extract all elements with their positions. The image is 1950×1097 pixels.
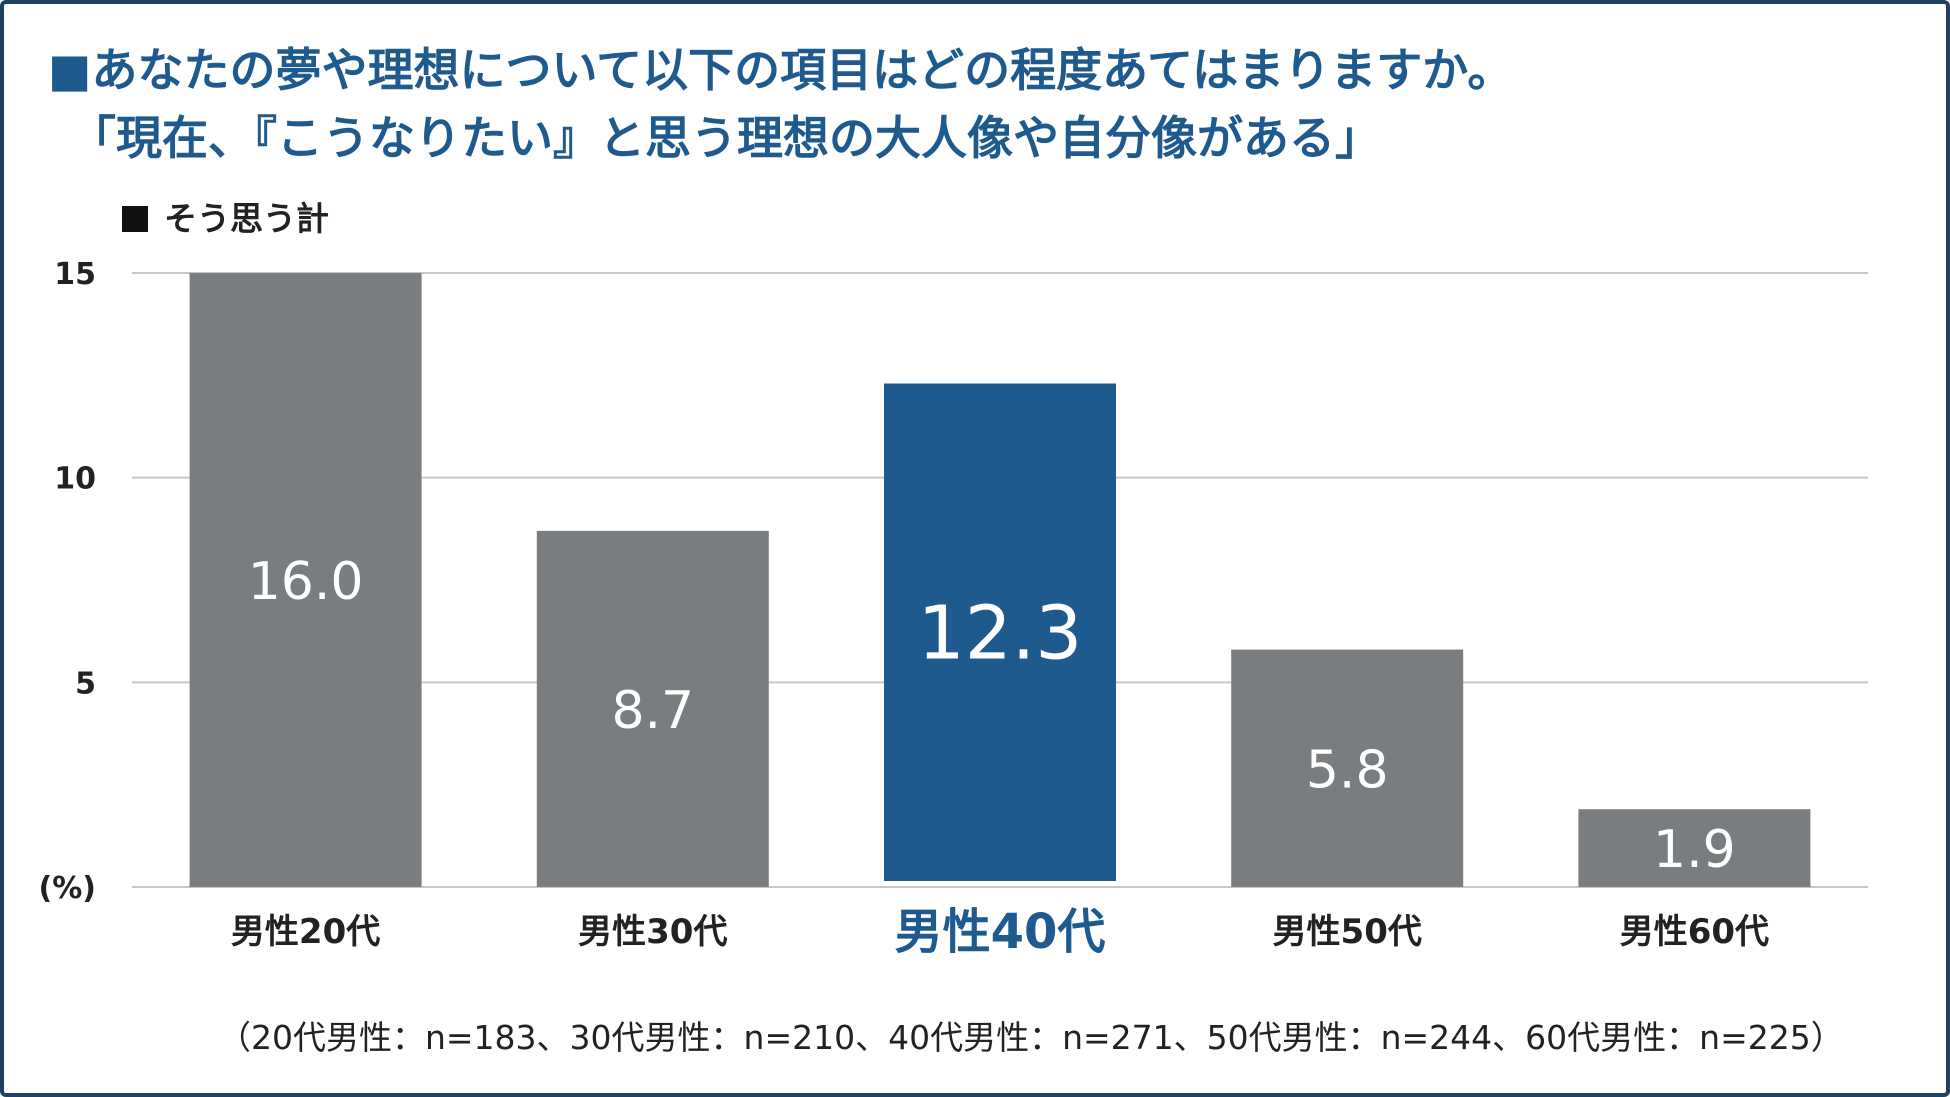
bar — [536, 530, 769, 887]
x-category-label: 男性60代 — [1620, 912, 1769, 952]
x-category-label: 男性40代 — [895, 904, 1106, 960]
bar-value-label: 8.7 — [611, 681, 694, 741]
y-tick-label: 5 — [75, 666, 96, 701]
chart-title: ■あなたの夢や理想について以下の項目はどの程度あてはまりますか。 — [48, 43, 1514, 97]
y-tick-label: 15 — [54, 257, 96, 292]
bar-value-label: 16.0 — [248, 552, 364, 612]
y-unit-label: (%) — [39, 871, 96, 906]
legend-label: そう思う計 — [164, 199, 329, 238]
bar — [1578, 809, 1811, 887]
bar-value-label: 12.3 — [918, 590, 1083, 676]
legend: そう思う計 — [122, 196, 329, 242]
bar — [189, 273, 422, 887]
chart-subtitle: 「現在、『こうなりたい』と思う理想の大人像や自分像がある」 — [70, 111, 1381, 165]
x-category-label: 男性20代 — [231, 912, 380, 952]
x-category-label: 男性30代 — [578, 912, 727, 952]
bar — [1231, 649, 1464, 887]
x-category-label: 男性50代 — [1273, 912, 1422, 952]
y-tick-label: 10 — [54, 462, 96, 497]
bar-value-label: 1.9 — [1653, 820, 1736, 880]
sample-size-note: （20代男性：n=183、30代男性：n=210、40代男性：n=271、50代… — [218, 1018, 1844, 1057]
legend-swatch-icon — [122, 206, 148, 232]
bar-value-label: 5.8 — [1306, 740, 1389, 800]
bar — [884, 383, 1116, 881]
